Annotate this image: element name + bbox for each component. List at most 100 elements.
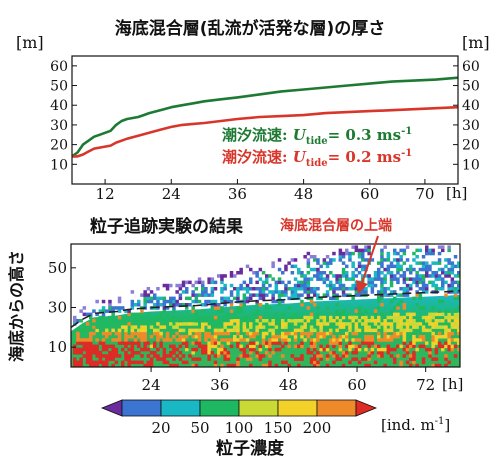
heatmap-cell [393,258,397,262]
heatmap-cell [396,280,400,285]
heatmap-cell [239,271,243,275]
heatmap-cell [447,319,451,323]
heatmap-cell [265,306,269,310]
heatmap-cell [181,328,186,333]
heatmap-cell [322,271,327,275]
heatmap-cell [290,293,295,297]
heatmap-cell [236,290,240,294]
heatmap-cell [98,309,103,313]
heatmap-cell [457,315,460,320]
heatmap-cell [325,264,330,269]
heatmap-cell [361,258,365,262]
heatmap-cell [89,351,93,355]
heatmap-cell [444,328,448,333]
heatmap-cell [265,287,269,291]
heatmap-cell [409,344,413,349]
heatmap-cell [389,283,394,288]
heatmap-cell [188,331,192,336]
heatmap-cell [447,315,451,320]
heatmap-cell [249,341,253,345]
heatmap-cell [316,261,320,265]
heatmap-cell [172,315,176,320]
colorbar-low-arrow [100,399,123,417]
heatmap-cell [130,360,135,365]
heatmap-cell [159,315,163,320]
heatmap-cell [341,312,346,317]
heatmap-cell [418,261,423,265]
heatmap-cell [447,344,451,349]
heatmap-cell [447,331,451,336]
heatmap-cell [207,341,211,345]
heatmap-cell [233,296,237,301]
heatmap-cell [213,303,218,307]
heatmap-cell [300,341,304,345]
heatmap-cell [268,344,272,349]
heatmap-cell [402,261,407,265]
heatmap-cell [399,293,403,297]
heatmap-cell [287,287,291,291]
heatmap-cell [281,271,285,275]
heatmap-cell [418,274,423,278]
heatmap-cell [156,328,160,333]
heatmap-cell [175,363,179,367]
heatmap-cell [204,287,208,291]
heatmap-cell [335,277,339,281]
heatmap-cell [185,303,189,307]
heatmap-cell [409,319,413,323]
colorbar-high-arrow [355,399,378,417]
heatmap-cell [450,261,455,265]
heatmap-cell [345,338,349,342]
heatmap-cell [274,363,279,367]
heatmap-cell [396,354,400,358]
heatmap-cell [437,299,442,304]
heatmap-cell [396,315,400,320]
heatmap-cell [156,299,160,304]
heatmap-cell [425,319,429,323]
heatmap-cell [197,277,202,281]
heatmap-cell [373,360,378,365]
heatmap-cell [290,319,295,323]
heatmap-cell [111,306,115,310]
heatmap-cell [389,309,394,313]
heatmap-cell [453,309,458,313]
heatmap-cell [149,363,154,367]
heatmap-cell [130,331,135,336]
heatmap-cell [271,264,275,269]
heatmap-cell [450,280,455,285]
heatmap-cell [271,319,275,323]
heatmap-cell [127,309,131,313]
heatmap-cell [341,287,346,291]
heatmap-cell [383,328,387,333]
heatmap-cell [194,296,199,301]
heatmap-cell [229,319,234,323]
heatmap-cell [322,277,327,281]
heatmap-cell [284,322,288,326]
heatmap-cell [335,315,339,320]
heatmap-cell [130,312,135,317]
heatmap-cell [450,322,455,326]
heatmap-cell [226,299,231,304]
heatmap-cell [316,267,320,272]
heatmap-cell [351,351,355,355]
heatmap-cell [444,341,448,345]
heatmap-cell [396,267,400,272]
heatmap-cell [185,287,189,291]
heatmap-cell [255,287,259,291]
heatmap-cell [255,331,259,336]
heatmap-cell [172,319,176,323]
heatmap-cell [124,335,128,339]
heatmap-cell [143,331,147,336]
heatmap-cell [197,335,202,339]
heatmap-cell [325,347,330,352]
heatmap-cell [447,341,451,345]
heatmap-cell [284,267,288,272]
heatmap-cell [114,306,119,310]
heatmap-cell [377,271,381,275]
heatmap-cell [85,322,90,326]
heatmap-cell [434,271,439,275]
heatmap-cell [322,322,327,326]
heatmap-cell [428,315,432,320]
heatmap-cell [313,303,317,307]
heatmap-cell [108,351,112,355]
heatmap-cell [149,351,154,355]
